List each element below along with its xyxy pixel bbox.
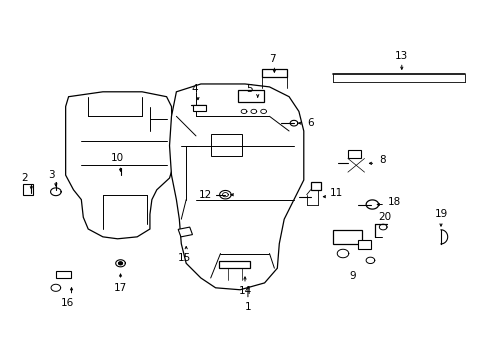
Text: 8: 8 <box>378 156 385 165</box>
Text: 15: 15 <box>177 253 190 264</box>
Polygon shape <box>56 271 71 278</box>
Text: 9: 9 <box>349 271 355 281</box>
Polygon shape <box>261 69 286 77</box>
Polygon shape <box>193 105 205 111</box>
Text: 10: 10 <box>111 153 124 163</box>
Text: 5: 5 <box>246 84 253 94</box>
Text: 6: 6 <box>307 118 313 128</box>
Text: 17: 17 <box>114 283 127 293</box>
Polygon shape <box>22 184 33 195</box>
Text: 16: 16 <box>61 297 74 307</box>
Polygon shape <box>178 227 192 237</box>
Polygon shape <box>347 150 361 158</box>
Text: 12: 12 <box>199 190 212 200</box>
Text: 2: 2 <box>21 173 28 183</box>
Polygon shape <box>332 230 361 244</box>
Text: 3: 3 <box>48 170 55 180</box>
Text: 7: 7 <box>268 54 275 64</box>
Polygon shape <box>119 262 122 265</box>
Text: 11: 11 <box>329 188 342 198</box>
Text: 1: 1 <box>244 302 251 312</box>
Polygon shape <box>357 240 370 249</box>
Text: 14: 14 <box>238 286 251 296</box>
Text: 4: 4 <box>191 84 198 94</box>
Polygon shape <box>169 84 303 290</box>
Text: 19: 19 <box>433 209 447 219</box>
Text: 13: 13 <box>394 50 407 60</box>
Polygon shape <box>238 90 264 102</box>
Text: 20: 20 <box>378 212 391 222</box>
Text: 18: 18 <box>386 197 400 207</box>
Polygon shape <box>218 261 249 268</box>
Polygon shape <box>65 92 173 239</box>
